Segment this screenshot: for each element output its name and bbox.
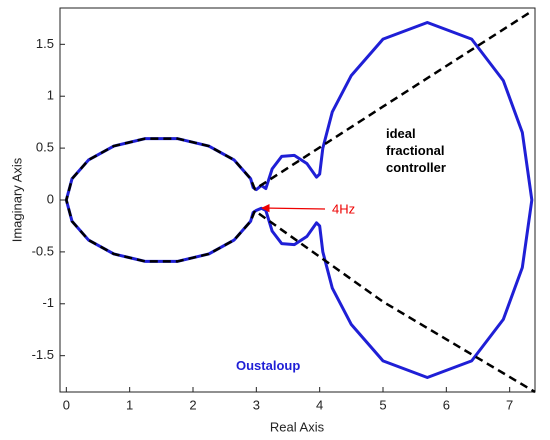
y-tick-label: 0.5 bbox=[36, 140, 54, 155]
y-tick-label: 1.5 bbox=[36, 36, 54, 51]
x-tick-label: 6 bbox=[443, 397, 450, 412]
annotation-arrow bbox=[261, 203, 326, 213]
series-label: ideal fractional controller bbox=[386, 126, 446, 175]
y-axis-label: Imaginary Axis bbox=[9, 157, 24, 242]
y-tick-label: 0 bbox=[47, 191, 54, 206]
x-tick-label: 4 bbox=[316, 397, 323, 412]
y-tick-label: -0.5 bbox=[32, 243, 54, 258]
y-tick-label: -1 bbox=[42, 295, 54, 310]
y-tick-label: -1.5 bbox=[32, 347, 54, 362]
x-tick-label: 3 bbox=[253, 397, 260, 412]
series-label: Oustaloup bbox=[236, 358, 301, 373]
x-tick-label: 0 bbox=[63, 397, 70, 412]
plot-frame bbox=[59, 7, 536, 393]
x-axis-label: Real Axis bbox=[270, 419, 325, 434]
y-tick-label: 1 bbox=[47, 88, 54, 103]
series-line bbox=[64, 21, 534, 379]
annotation: 4Hz bbox=[332, 201, 355, 216]
x-tick-label: 7 bbox=[506, 397, 513, 412]
series-line bbox=[65, 12, 536, 394]
x-tick-label: 2 bbox=[189, 397, 196, 412]
x-tick-label: 1 bbox=[126, 397, 133, 412]
x-tick-label: 5 bbox=[379, 397, 386, 412]
